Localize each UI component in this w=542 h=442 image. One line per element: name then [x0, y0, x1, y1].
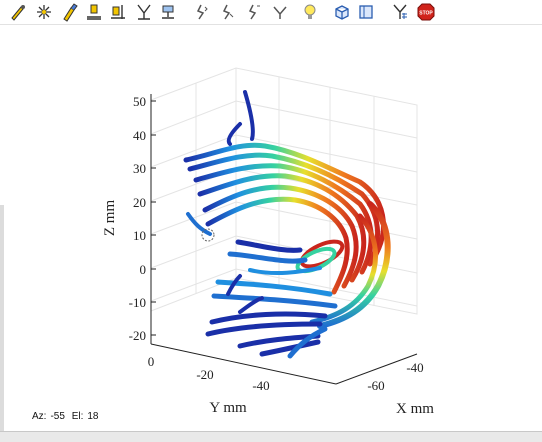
- x-tick-labels: -40 -60: [367, 360, 423, 393]
- el-value: 18: [87, 411, 99, 422]
- fiber-bundle: [183, 90, 391, 359]
- plot-area[interactable]: 50 40 30 20 10 0 -10 -20 0 -20 -40 -40 -…: [0, 24, 542, 430]
- grid-tool-icon[interactable]: [390, 2, 410, 22]
- streamline: [197, 173, 367, 283]
- el-label: El:: [71, 411, 84, 422]
- y-axis-label: Y mm: [209, 400, 247, 416]
- brush-icon[interactable]: [60, 2, 80, 22]
- az-value: -55: [50, 411, 65, 422]
- rotate-center-icon[interactable]: [218, 2, 238, 22]
- streamline: [235, 239, 303, 253]
- z-tick: 50: [133, 94, 146, 109]
- z-tick: -10: [129, 295, 146, 310]
- streamline: [226, 122, 242, 146]
- cube-3d-icon[interactable]: [332, 2, 352, 22]
- streamline: [183, 142, 386, 259]
- rotate-down-icon[interactable]: [270, 2, 290, 22]
- streamline: [243, 90, 255, 141]
- rotate-right-icon[interactable]: [244, 2, 264, 22]
- align-bottom-icon[interactable]: [84, 2, 104, 22]
- y-tick: 0: [148, 354, 155, 369]
- streamline: [238, 296, 264, 314]
- y-tick: -40: [252, 378, 269, 393]
- x-axis-label: X mm: [396, 401, 434, 417]
- streamline: [186, 212, 212, 236]
- view-status: Az: -55 El: 18: [32, 411, 102, 422]
- x-tick: -60: [367, 378, 384, 393]
- z-tick: 20: [133, 195, 146, 210]
- streamline: [317, 201, 391, 329]
- rotate-cursor-icon: [201, 228, 215, 242]
- distribute-icon[interactable]: [134, 2, 154, 22]
- lightbulb-icon[interactable]: [300, 2, 320, 22]
- z-tick: 0: [140, 262, 147, 277]
- streamline: [227, 251, 308, 264]
- z-tick-labels: 50 40 30 20 10 0 -10 -20: [129, 94, 146, 343]
- group-icon[interactable]: [158, 2, 178, 22]
- select-tool-icon[interactable]: [8, 2, 28, 22]
- streamline: [287, 326, 328, 359]
- streamline: [209, 311, 328, 325]
- figure-toolbar: STOP: [0, 0, 542, 25]
- grid-lines: [150, 67, 418, 315]
- stop-icon[interactable]: STOP: [416, 2, 436, 22]
- z-tick: -20: [129, 328, 146, 343]
- z-tick-marks: [151, 100, 156, 336]
- y-tick-labels: 0 -20 -40: [148, 354, 270, 393]
- align-right-icon[interactable]: [108, 2, 128, 22]
- window-edge: [0, 205, 4, 431]
- figure-window: STOP: [0, 0, 542, 432]
- rotate-left-icon[interactable]: [192, 2, 212, 22]
- y-tick: -20: [196, 367, 213, 382]
- z-tick: 30: [133, 161, 146, 176]
- streamline: [205, 321, 323, 337]
- streamline: [205, 196, 350, 295]
- stop-label: STOP: [419, 11, 433, 17]
- streamline: [215, 279, 333, 297]
- z-tick: 40: [133, 128, 146, 143]
- x-tick: -40: [406, 360, 423, 375]
- streamline: [248, 266, 322, 276]
- streamline: [259, 339, 321, 357]
- streamline: [202, 184, 359, 289]
- select-points-icon[interactable]: [34, 2, 54, 22]
- streamline: [309, 213, 379, 325]
- streamline: [211, 293, 338, 309]
- z-tick: 10: [133, 228, 146, 243]
- streamline: [187, 152, 381, 267]
- az-label: Az:: [32, 411, 47, 422]
- z-axis-label: Z mm: [102, 200, 118, 237]
- box-view-icon[interactable]: [356, 2, 376, 22]
- axes-3d[interactable]: 50 40 30 20 10 0 -10 -20 0 -20 -40 -40 -…: [0, 24, 542, 430]
- streamline: [226, 274, 242, 296]
